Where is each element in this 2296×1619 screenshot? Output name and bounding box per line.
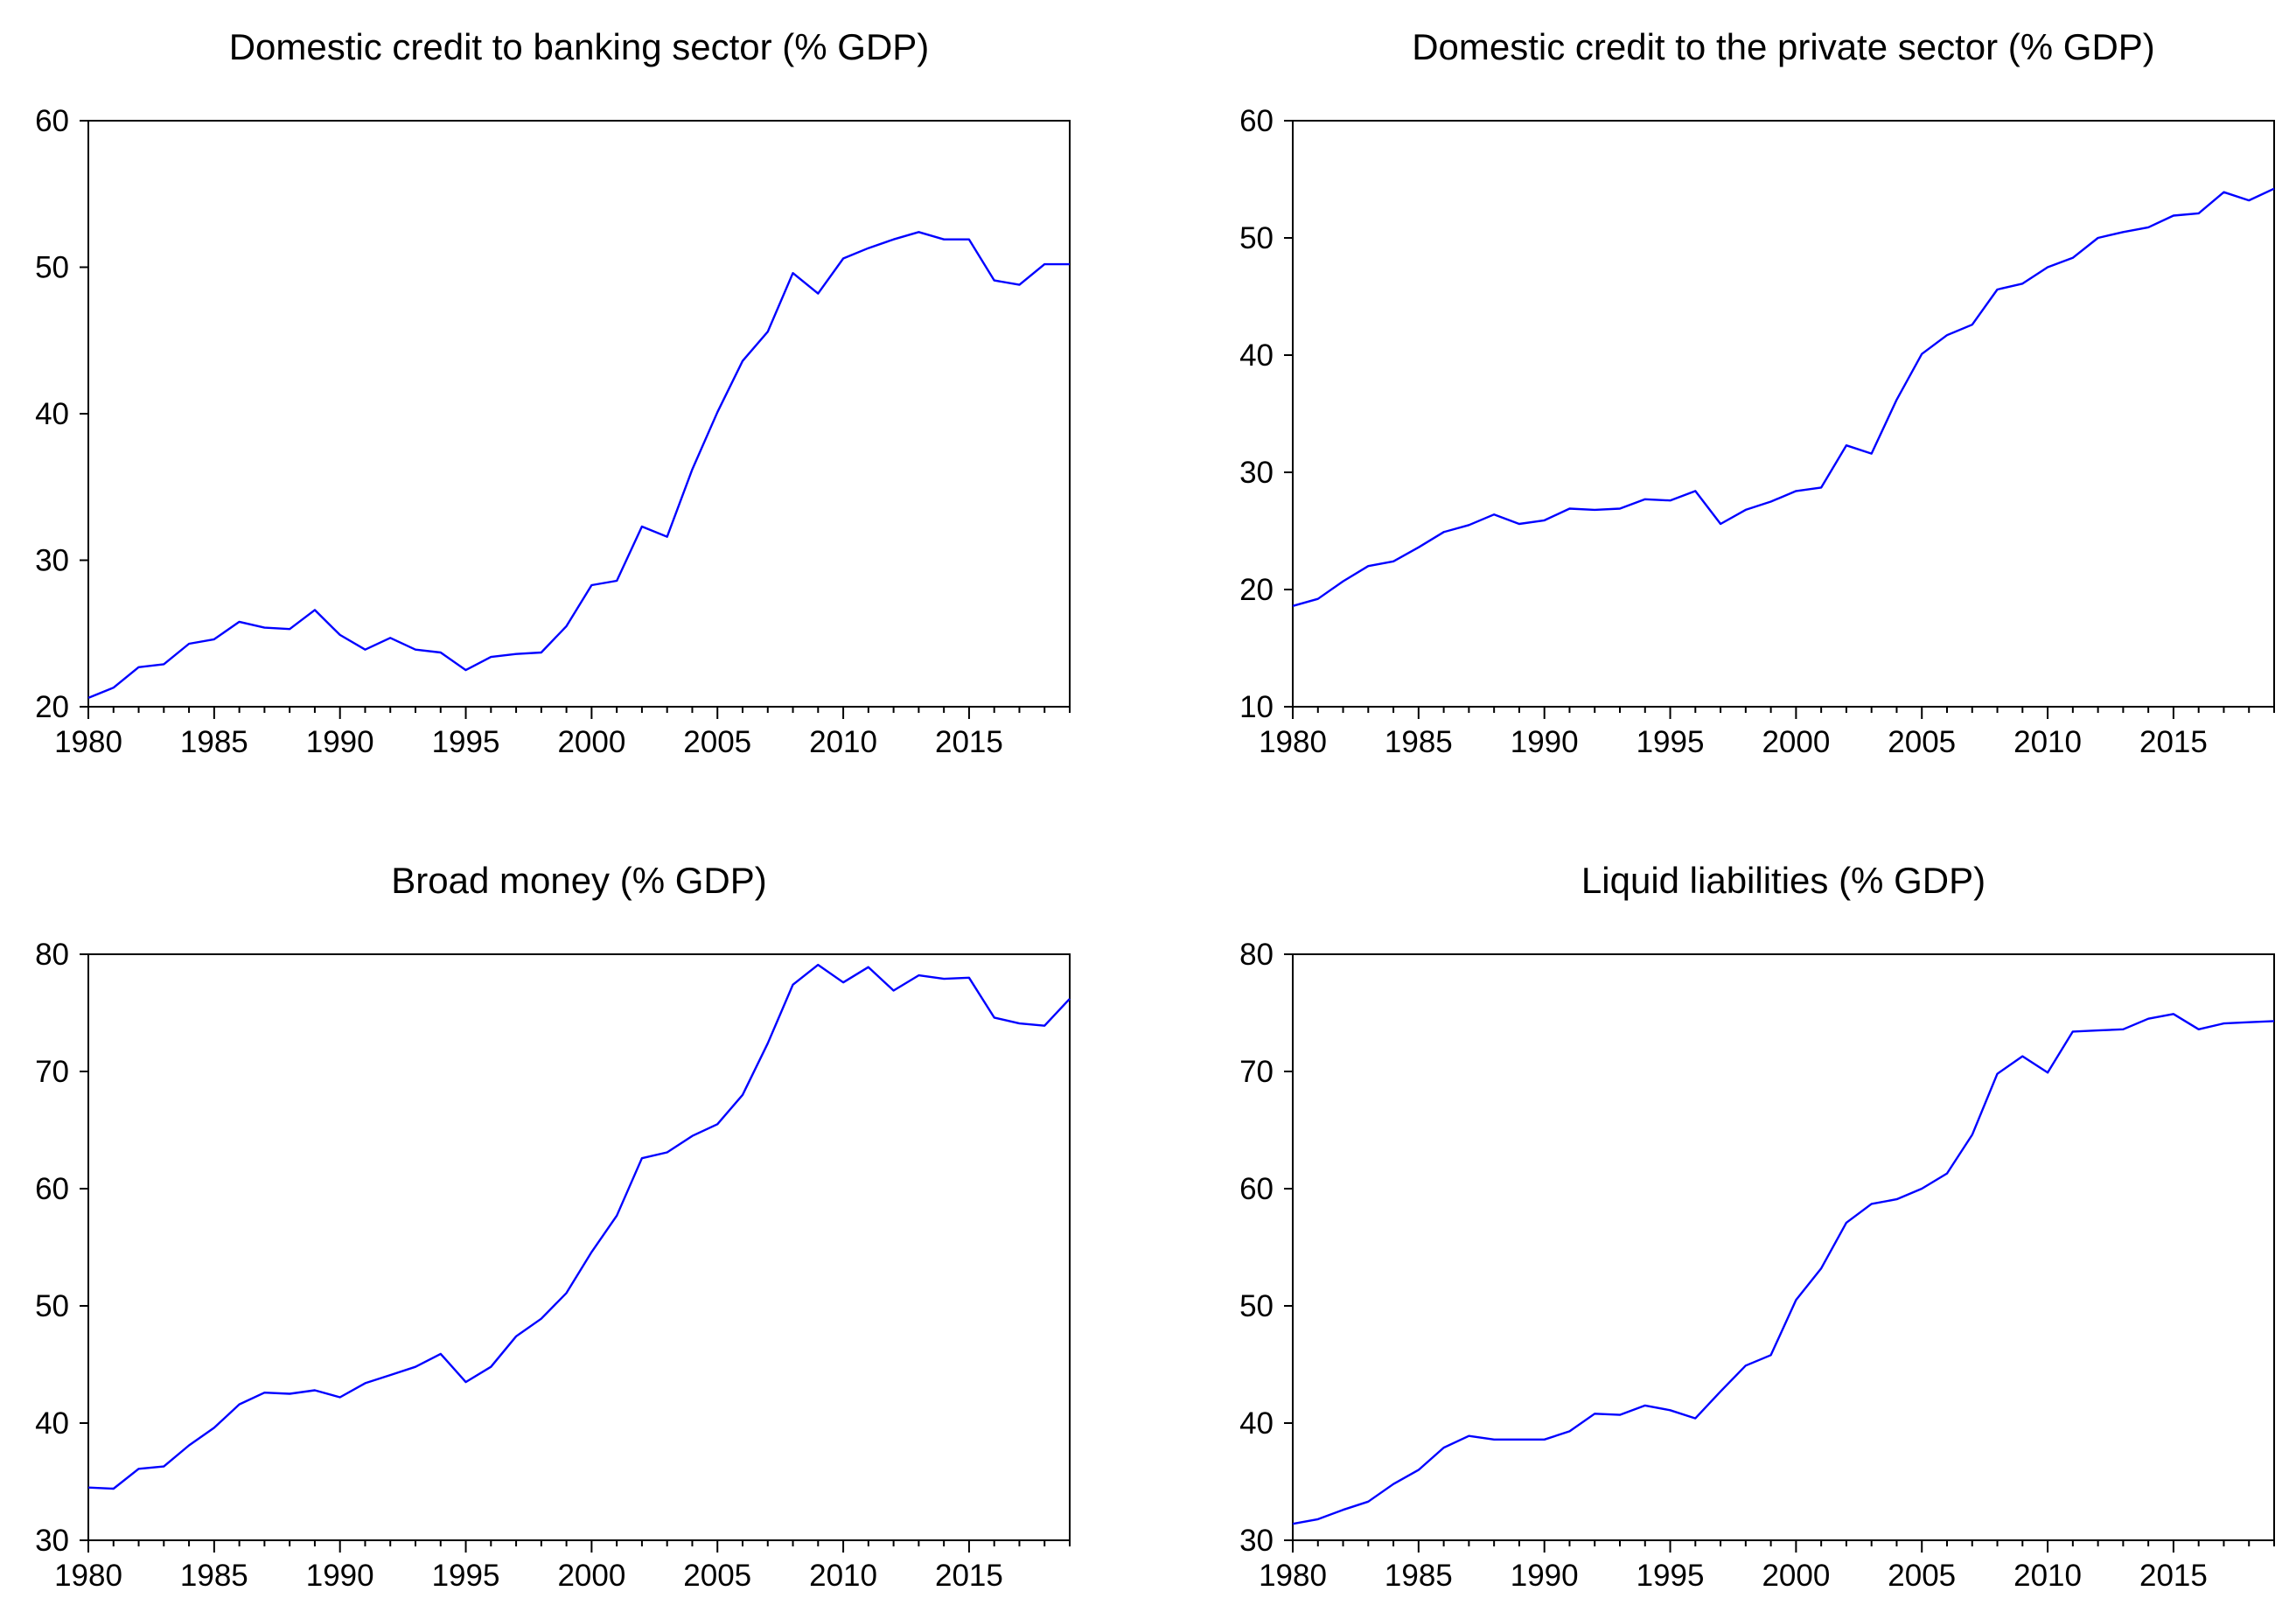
chart-1-title: Domestic credit to the private sector (%… xyxy=(1412,26,2155,67)
chart-0-x-tick-label: 1995 xyxy=(432,725,500,759)
chart-1-y-tick-label: 10 xyxy=(1239,690,1274,724)
chart-1-y-tick-label: 20 xyxy=(1239,573,1274,607)
chart-1-y-tick-label: 40 xyxy=(1239,338,1274,373)
chart-3-x-tick-label: 1995 xyxy=(1637,1559,1705,1593)
chart-0-plot-frame xyxy=(87,120,1071,708)
chart-0-x-tick-label: 1990 xyxy=(306,725,374,759)
chart-2-title: Broad money (% GDP) xyxy=(391,860,766,901)
panel-liquid-liabilities: Liquid liabilities (% GDP) 30 40 50 60 70 80 19… xyxy=(1239,860,2275,1593)
chart-1-x-tick-label: 2000 xyxy=(1762,725,1830,759)
chart-1-x-tick-label: 2015 xyxy=(2139,725,2208,759)
chart-0-series-line-0 xyxy=(87,231,1070,700)
panel-broad-money: Broad money (% GDP) 30 40 50 60 70 80 1980 1985 1… xyxy=(35,860,1071,1593)
chart-0-x-tick-label: 1985 xyxy=(180,725,248,759)
chart-3-y-tick-label: 80 xyxy=(1239,938,1274,972)
chart-3-title: Liquid liabilities (% GDP) xyxy=(1581,860,1985,901)
chart-3-y-tick-label: 60 xyxy=(1239,1172,1274,1206)
chart-1-y-tick-label: 50 xyxy=(1239,221,1274,255)
panel-domestic-credit-banking-sector: Domestic credit to banking sector (% GDP… xyxy=(35,26,1071,759)
chart-3-series-line-0 xyxy=(1292,1013,2275,1525)
chart-1-y-tick-label: 30 xyxy=(1239,456,1274,490)
chart-3-x-tick-label: 2010 xyxy=(2013,1559,2082,1593)
chart-2-x-tick-label: 2000 xyxy=(557,1559,625,1593)
chart-0-y-tick-label: 30 xyxy=(35,544,69,578)
chart-2-y-tick-label: 70 xyxy=(35,1055,69,1089)
chart-2-y-tick-label: 30 xyxy=(35,1524,69,1558)
chart-0-x-tick-label: 2005 xyxy=(683,725,751,759)
chart-2-series-line-0 xyxy=(87,963,1071,1490)
chart-0-y-tick-label: 50 xyxy=(35,251,69,285)
panel-domestic-credit-private-sector: Domestic credit to the private sector (%… xyxy=(1239,26,2275,759)
chart-0-y-tick-label: 20 xyxy=(35,690,69,724)
chart-2-x-tick-label: 2010 xyxy=(809,1559,877,1593)
chart-0-y-tick-label: 60 xyxy=(35,104,69,138)
chart-0-x-tick-label: 2015 xyxy=(935,725,1003,759)
chart-3-y-tick-label: 70 xyxy=(1239,1055,1274,1089)
chart-1-y-tick-label: 60 xyxy=(1239,104,1274,138)
chart-2-x-tick-label: 2015 xyxy=(935,1559,1003,1593)
chart-1-x-tick-label: 2005 xyxy=(1888,725,1956,759)
chart-1-plot-frame xyxy=(1292,120,2275,708)
chart-2-y-tick-label: 80 xyxy=(35,938,69,972)
chart-0-x-tick-label: 2000 xyxy=(557,725,625,759)
chart-0-title: Domestic credit to banking sector (% GDP… xyxy=(229,26,930,67)
chart-2-x-tick-label: 1985 xyxy=(180,1559,248,1593)
chart-1-x-tick-label: 1990 xyxy=(1511,725,1579,759)
chart-1-x-tick-label: 2010 xyxy=(2013,725,2082,759)
chart-2-y-tick-label: 60 xyxy=(35,1172,69,1206)
chart-1-x-tick-label: 1980 xyxy=(1259,725,1327,759)
chart-2-x-tick-label: 1995 xyxy=(432,1559,500,1593)
chart-0-x-tick-label: 2010 xyxy=(809,725,877,759)
chart-3-x-tick-label: 2005 xyxy=(1888,1559,1956,1593)
chart-3-x-tick-label: 1990 xyxy=(1511,1559,1579,1593)
chart-3-x-tick-label: 2015 xyxy=(2139,1559,2208,1593)
chart-2-x-tick-label: 1990 xyxy=(306,1559,374,1593)
chart-1-x-tick-label: 1985 xyxy=(1385,725,1453,759)
chart-2-x-tick-label: 2005 xyxy=(683,1559,751,1593)
chart-2-y-tick-label: 40 xyxy=(35,1406,69,1441)
chart-3-y-tick-label: 50 xyxy=(1239,1289,1274,1323)
chart-2-y-tick-label: 50 xyxy=(35,1289,69,1323)
chart-2-x-tick-label: 1980 xyxy=(54,1559,122,1593)
chart-3-y-tick-label: 40 xyxy=(1239,1406,1274,1441)
chart-2-plot-frame xyxy=(87,953,1071,1541)
chart-0-y-tick-label: 40 xyxy=(35,397,69,431)
chart-1-x-tick-label: 1995 xyxy=(1637,725,1705,759)
chart-3-plot-frame xyxy=(1292,953,2275,1541)
chart-0-x-tick-label: 1980 xyxy=(54,725,122,759)
chart-3-y-tick-label: 30 xyxy=(1239,1524,1274,1558)
chart-3-x-tick-label: 2000 xyxy=(1762,1559,1830,1593)
chart-1-series-line-0 xyxy=(1292,187,2275,607)
chart-3-x-tick-label: 1980 xyxy=(1259,1559,1327,1593)
chart-3-x-tick-label: 1985 xyxy=(1385,1559,1453,1593)
